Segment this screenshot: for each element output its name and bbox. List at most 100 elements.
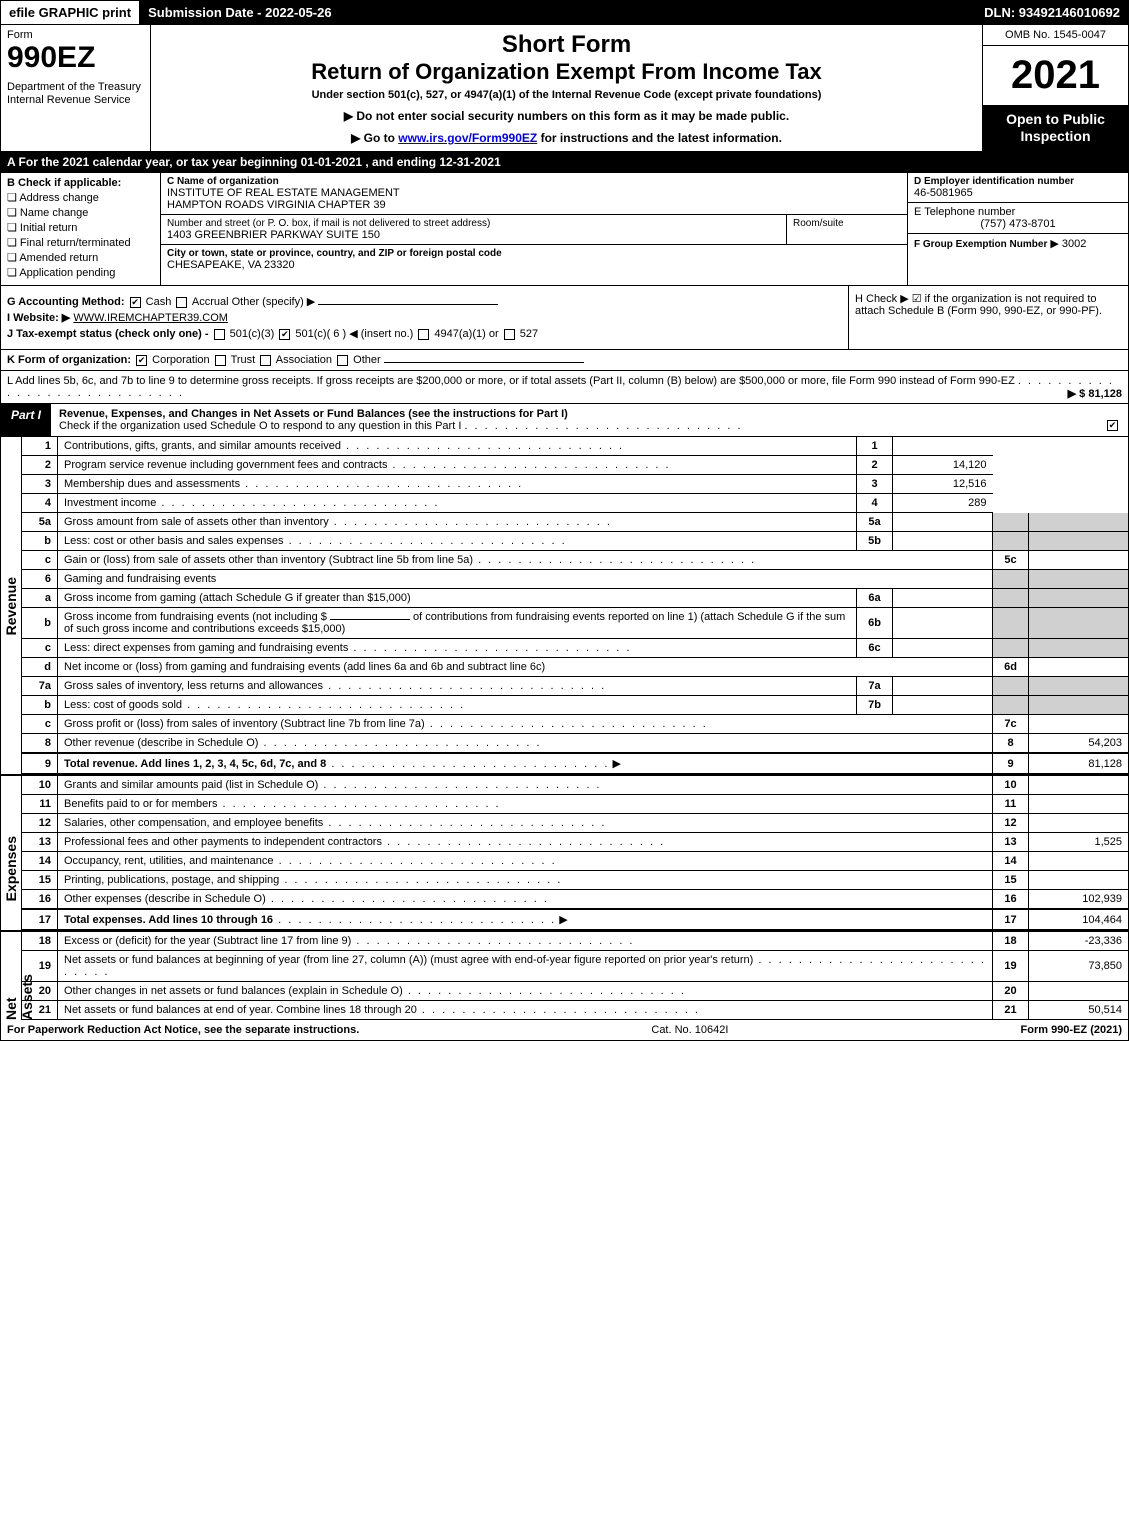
l12-desc: Salaries, other compensation, and employ… — [64, 817, 323, 829]
expenses-label: Expenses — [3, 836, 19, 901]
irs-link[interactable]: www.irs.gov/Form990EZ — [398, 131, 537, 145]
l1-num: 1 — [22, 437, 58, 456]
form-id-block: Form 990EZ Department of the Treasury In… — [1, 25, 151, 151]
org-name-1: INSTITUTE OF REAL ESTATE MANAGEMENT — [167, 187, 901, 199]
l17-desc: Total expenses. Add lines 10 through 16 — [64, 914, 273, 926]
row-k: K Form of organization: Corporation Trus… — [0, 350, 1129, 371]
l15-amount — [1029, 871, 1129, 890]
street-value: 1403 GREENBRIER PARKWAY SUITE 150 — [167, 229, 780, 241]
l6b-desc1: Gross income from fundraising events (no… — [64, 611, 327, 623]
l8-num: 8 — [22, 734, 58, 754]
chk-address-change[interactable]: Address change — [7, 191, 154, 204]
l11-desc: Benefits paid to or for members — [64, 798, 217, 810]
l6b-num: b — [22, 608, 58, 639]
chk-corporation[interactable] — [136, 355, 147, 366]
l6d-num: d — [22, 658, 58, 677]
tax-year: 2021 — [983, 46, 1128, 105]
footer-right: Form 990-EZ (2021) — [1021, 1024, 1122, 1036]
l6-shaded2 — [1029, 570, 1129, 589]
chk-association[interactable] — [260, 355, 271, 366]
l14-lineno: 14 — [993, 852, 1029, 871]
omb-number: OMB No. 1545-0047 — [983, 25, 1128, 46]
l16-desc: Other expenses (describe in Schedule O) — [64, 893, 266, 905]
l7c-desc: Gross profit or (loss) from sales of inv… — [64, 718, 425, 730]
l21-lineno: 21 — [993, 1001, 1029, 1020]
l3-num: 3 — [22, 475, 58, 494]
l5b-num: b — [22, 532, 58, 551]
l6a-desc: Gross income from gaming (attach Schedul… — [64, 592, 411, 604]
page-footer: For Paperwork Reduction Act Notice, see … — [0, 1020, 1129, 1041]
k-trust: Trust — [231, 354, 256, 366]
chk-cash[interactable] — [130, 297, 141, 308]
footer-left: For Paperwork Reduction Act Notice, see … — [7, 1024, 359, 1036]
instr2-post: for instructions and the latest informat… — [537, 131, 782, 145]
l5c-num: c — [22, 551, 58, 570]
l7b-shaded1 — [993, 696, 1029, 715]
chk-4947[interactable] — [418, 329, 429, 340]
chk-trust[interactable] — [215, 355, 226, 366]
city-label: City or town, state or province, country… — [167, 248, 901, 259]
line-2: 2Program service revenue including gover… — [22, 456, 1129, 475]
k-other-input[interactable] — [384, 362, 584, 363]
revenue-table: 1Contributions, gifts, grants, and simil… — [21, 437, 1129, 774]
l6a-subval — [893, 589, 993, 608]
line-3: 3Membership dues and assessments312,516 — [22, 475, 1129, 494]
l3-lineno: 3 — [857, 475, 893, 494]
l6a-sublbl: 6a — [857, 589, 893, 608]
tel-value: (757) 473-8701 — [914, 218, 1122, 230]
l16-amount: 102,939 — [1029, 890, 1129, 910]
line-6: 6Gaming and fundraising events — [22, 570, 1129, 589]
l5b-subval — [893, 532, 993, 551]
l5c-desc: Gain or (loss) from sale of assets other… — [64, 554, 473, 566]
g-accrual: Accrual — [192, 296, 229, 308]
l7a-subval — [893, 677, 993, 696]
l5a-shaded2 — [1029, 513, 1129, 532]
chk-other-org[interactable] — [337, 355, 348, 366]
dept-label: Department of the Treasury Internal Reve… — [7, 81, 144, 107]
chk-501c3[interactable] — [214, 329, 225, 340]
l19-amount: 73,850 — [1029, 951, 1129, 982]
g-other-input[interactable] — [318, 304, 498, 305]
subtitle: Under section 501(c), 527, or 4947(a)(1)… — [161, 89, 972, 101]
l10-desc: Grants and similar amounts paid (list in… — [64, 779, 318, 791]
l7c-amount — [1029, 715, 1129, 734]
line-11: 11Benefits paid to or for members11 — [22, 795, 1129, 814]
chk-schedule-o[interactable] — [1107, 420, 1118, 431]
chk-amended-return[interactable]: Amended return — [7, 251, 154, 264]
netassets-section: Net Assets 18Excess or (deficit) for the… — [0, 930, 1129, 1020]
ein-label: D Employer identification number — [914, 176, 1122, 187]
chk-name-change[interactable]: Name change — [7, 206, 154, 219]
l1-amount — [893, 437, 993, 456]
chk-527[interactable] — [504, 329, 515, 340]
l9-desc: Total revenue. Add lines 1, 2, 3, 4, 5c,… — [64, 758, 326, 770]
website-value[interactable]: WWW.IREMCHAPTER39.COM — [73, 312, 228, 324]
l12-num: 12 — [22, 814, 58, 833]
chk-501c[interactable] — [279, 329, 290, 340]
open-to-public: Open to Public Inspection — [983, 105, 1128, 151]
ein-block: D Employer identification number 46-5081… — [908, 173, 1128, 203]
chk-application-pending[interactable]: Application pending — [7, 266, 154, 279]
line-7c: cGross profit or (loss) from sales of in… — [22, 715, 1129, 734]
part1-title: Revenue, Expenses, and Changes in Net As… — [59, 408, 568, 420]
line-6a: aGross income from gaming (attach Schedu… — [22, 589, 1129, 608]
box-def: D Employer identification number 46-5081… — [908, 173, 1128, 285]
l6c-num: c — [22, 639, 58, 658]
instr2-pre: ▶ Go to — [351, 131, 398, 145]
box-c: C Name of organization INSTITUTE OF REAL… — [161, 173, 908, 285]
chk-initial-return[interactable]: Initial return — [7, 221, 154, 234]
line-10: 10Grants and similar amounts paid (list … — [22, 776, 1129, 795]
tel-block: E Telephone number (757) 473-8701 — [908, 203, 1128, 234]
j-501c3: 501(c)(3) — [230, 328, 275, 340]
g-other: Other (specify) ▶ — [232, 296, 316, 308]
chk-final-return[interactable]: Final return/terminated — [7, 236, 154, 249]
l17-num: 17 — [22, 909, 58, 930]
l19-desc: Net assets or fund balances at beginning… — [64, 954, 753, 966]
l6b-blank[interactable] — [330, 619, 410, 620]
l2-num: 2 — [22, 456, 58, 475]
l5b-shaded2 — [1029, 532, 1129, 551]
box-b: B Check if applicable: Address change Na… — [1, 173, 161, 285]
line-6c: cLess: direct expenses from gaming and f… — [22, 639, 1129, 658]
row-a-calendar-year: A For the 2021 calendar year, or tax yea… — [0, 152, 1129, 173]
footer-mid: Cat. No. 10642I — [359, 1024, 1020, 1036]
chk-accrual[interactable] — [176, 297, 187, 308]
